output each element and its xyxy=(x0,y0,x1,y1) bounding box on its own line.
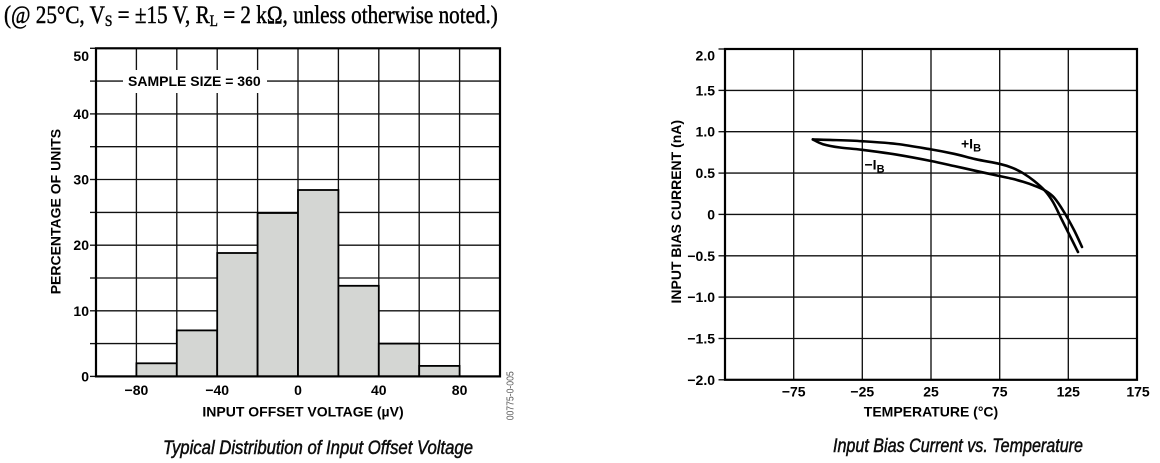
svg-text:25: 25 xyxy=(923,383,939,399)
svg-text:80: 80 xyxy=(452,382,468,398)
svg-text:−0.5: −0.5 xyxy=(687,248,715,264)
svg-text:40: 40 xyxy=(371,382,387,398)
svg-text:50: 50 xyxy=(73,48,89,64)
svg-text:0: 0 xyxy=(294,382,302,398)
svg-text:75: 75 xyxy=(992,383,1008,399)
svg-text:−80: −80 xyxy=(125,382,149,398)
svg-text:1.5: 1.5 xyxy=(696,82,716,98)
svg-text:0: 0 xyxy=(707,206,715,222)
svg-text:SAMPLE SIZE = 360: SAMPLE SIZE = 360 xyxy=(128,73,261,89)
svg-text:INPUT BIAS CURRENT (nA): INPUT BIAS CURRENT (nA) xyxy=(668,120,684,304)
svg-text:−40: −40 xyxy=(205,382,229,398)
svg-text:−25: −25 xyxy=(850,383,874,399)
svg-text:00775-0-005: 00775-0-005 xyxy=(506,371,517,420)
svg-text:1.0: 1.0 xyxy=(696,124,716,140)
svg-text:−1.0: −1.0 xyxy=(687,289,715,305)
svg-text:30: 30 xyxy=(73,172,89,188)
svg-text:125: 125 xyxy=(1057,383,1081,399)
svg-text:20: 20 xyxy=(73,237,89,253)
svg-text:Typical Distribution of Input: Typical Distribution of Input Offset Vol… xyxy=(163,438,473,459)
svg-text:175: 175 xyxy=(1126,383,1150,399)
svg-text:0: 0 xyxy=(81,368,89,384)
svg-text:+IB: +IB xyxy=(961,136,981,155)
svg-text:10: 10 xyxy=(73,303,89,319)
svg-text:INPUT OFFSET VOLTAGE (µV): INPUT OFFSET VOLTAGE (µV) xyxy=(202,403,403,419)
svg-text:TEMPERATURE (°C): TEMPERATURE (°C) xyxy=(864,403,998,419)
svg-text:PERCENTAGE OF UNITS: PERCENTAGE OF UNITS xyxy=(48,129,64,294)
svg-text:0.5: 0.5 xyxy=(696,165,716,181)
svg-text:−1.5: −1.5 xyxy=(687,331,715,347)
svg-text:−75: −75 xyxy=(782,383,806,399)
svg-text:Input Bias Current vs. Tempera: Input Bias Current vs. Temperature xyxy=(833,436,1083,457)
svg-text:40: 40 xyxy=(73,106,89,122)
svg-text:2.0: 2.0 xyxy=(696,48,716,64)
svg-text:−2.0: −2.0 xyxy=(687,372,715,388)
